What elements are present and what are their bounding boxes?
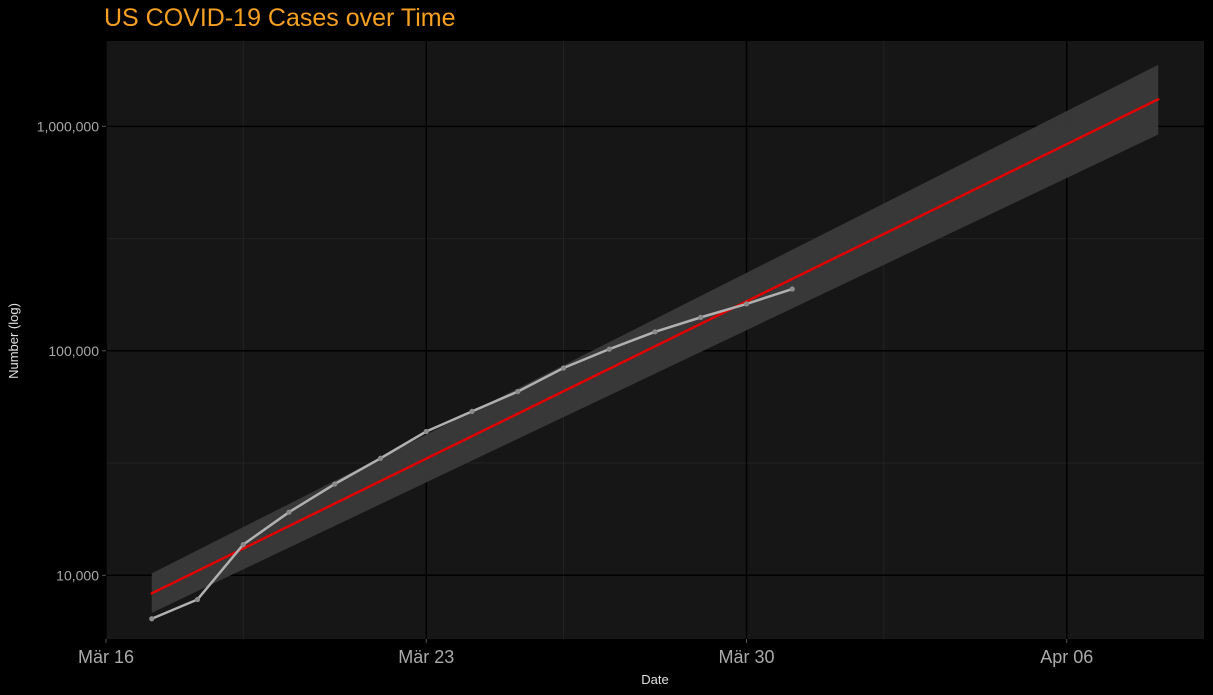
observed-point bbox=[789, 286, 795, 292]
y-tick-label: 1,000,000 bbox=[37, 118, 99, 134]
observed-point bbox=[698, 314, 704, 320]
observed-point bbox=[149, 616, 155, 622]
chart-title: US COVID-19 Cases over Time bbox=[104, 4, 456, 32]
observed-point bbox=[469, 408, 475, 415]
x-tick-label: Mär 16 bbox=[78, 647, 134, 667]
observed-point bbox=[743, 301, 750, 307]
observed-point bbox=[515, 388, 521, 395]
ci-band-layer bbox=[151, 64, 1159, 613]
observed-point bbox=[286, 509, 292, 515]
observed-point bbox=[423, 428, 429, 435]
observed-point bbox=[194, 596, 201, 603]
observed-point bbox=[652, 329, 658, 335]
x-tick-label: Mär 23 bbox=[398, 647, 454, 667]
observed-point bbox=[560, 365, 567, 371]
observed-layer bbox=[149, 286, 795, 622]
y-tick-label: 10,000 bbox=[56, 567, 99, 583]
confidence-band bbox=[151, 64, 1159, 613]
y-tick-label: 100,000 bbox=[48, 343, 99, 359]
fit-layer bbox=[150, 98, 1160, 595]
x-tick-label: Mär 30 bbox=[718, 647, 774, 667]
y-axis-label: Number (log) bbox=[6, 303, 21, 379]
y-axis: 10,000 100,000 1,000,000 bbox=[37, 118, 106, 583]
observed-point bbox=[332, 481, 338, 487]
observed-point bbox=[377, 455, 384, 461]
observed-point bbox=[240, 541, 246, 548]
x-tick-label: Apr 06 bbox=[1040, 647, 1093, 667]
x-axis-label: Date bbox=[641, 672, 668, 687]
x-axis: Mär 16 Mär 23 Mär 30 Apr 06 bbox=[78, 639, 1093, 667]
fit-line bbox=[150, 98, 1160, 595]
observed-point bbox=[606, 346, 612, 352]
grid-minor bbox=[106, 41, 1204, 639]
